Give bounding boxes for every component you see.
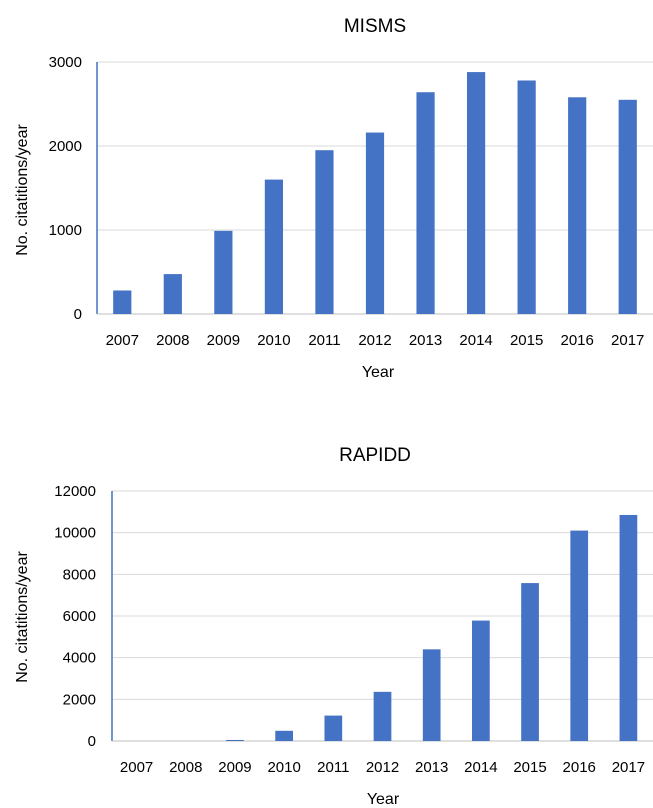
bar-2014 [472,620,490,741]
x-axis-label: Year [367,791,400,808]
x-tick-label: 2011 [317,759,349,776]
bar-2011 [315,150,334,314]
bar-2017 [618,99,637,314]
x-tick-label: 2016 [563,759,596,776]
y-tick-label: 4000 [63,650,96,667]
x-tick-label: 2016 [560,332,593,349]
bar-2010 [275,730,293,741]
chart-title: MISMS [344,16,406,37]
bar-2013 [422,649,441,741]
x-tick-label: 2015 [510,332,543,349]
x-tick-labels: 2007 2008 2009 2010 2011 2012 2013 2014 2015 2016… [106,332,645,349]
x-tick-label: 2013 [409,332,442,349]
bar-2013 [416,92,435,315]
y-tick-labels: 0 1000 2000 3000 [49,54,82,323]
x-tick-label: 2014 [459,332,492,349]
bar-2012 [373,691,392,741]
x-tick-label: 2012 [358,332,391,349]
x-tick-label: 2015 [513,759,546,776]
x-tick-labels: 2007 2008 2009 2010 2011 2012 2013 2014 2015 2016… [120,759,645,776]
bar-2016 [570,530,589,741]
bar-2011 [324,715,343,741]
bar-2014 [466,72,486,314]
bar-2010 [264,179,284,314]
bar-2009 [214,230,233,314]
y-axis-label: No. citatitions/year [14,124,31,256]
bar-2012 [365,132,385,314]
y-tick-label: 1000 [49,222,82,239]
y-tick-label: 10000 [54,525,96,542]
bar-2015 [521,583,539,741]
y-tick-label: 2000 [49,138,82,155]
bars [226,514,638,741]
bar-2007 [113,290,132,314]
x-tick-label: 2013 [415,759,448,776]
y-tick-labels: 0 2000 4000 6000 8000 10000 12000 [54,483,96,750]
x-tick-label: 2007 [120,759,153,776]
x-tick-label: 2014 [464,759,497,776]
x-tick-label: 2017 [611,332,644,349]
x-tick-label: 2007 [106,332,139,349]
x-tick-label: 2017 [612,759,645,776]
y-tick-label: 0 [74,306,82,323]
chart-misms: MISMS 0 1000 2000 3000 2007 2008 2009 2010 2011… [14,16,653,381]
x-tick-label: 2010 [267,759,300,776]
chart-title: RAPIDD [339,445,411,466]
x-tick-label: 2009 [218,759,251,776]
bar-2009 [226,739,244,741]
y-tick-label: 6000 [63,608,96,625]
y-tick-label: 2000 [63,691,96,708]
x-tick-label: 2010 [257,332,290,349]
y-tick-label: 12000 [54,483,96,500]
bars [113,72,637,315]
x-tick-label: 2012 [366,759,399,776]
x-tick-label: 2008 [169,759,202,776]
y-tick-label: 0 [88,733,96,750]
bar-2016 [568,97,587,314]
y-tick-label: 8000 [63,566,96,583]
bar-2008 [163,274,182,314]
x-axis-label: Year [362,364,395,381]
bar-2017 [619,514,638,741]
x-tick-label: 2009 [207,332,240,349]
y-axis-label: No. citatitions/year [14,551,31,683]
x-tick-label: 2011 [308,332,340,349]
x-tick-label: 2008 [156,332,189,349]
bar-2015 [517,80,536,314]
y-tick-label: 3000 [49,54,82,71]
